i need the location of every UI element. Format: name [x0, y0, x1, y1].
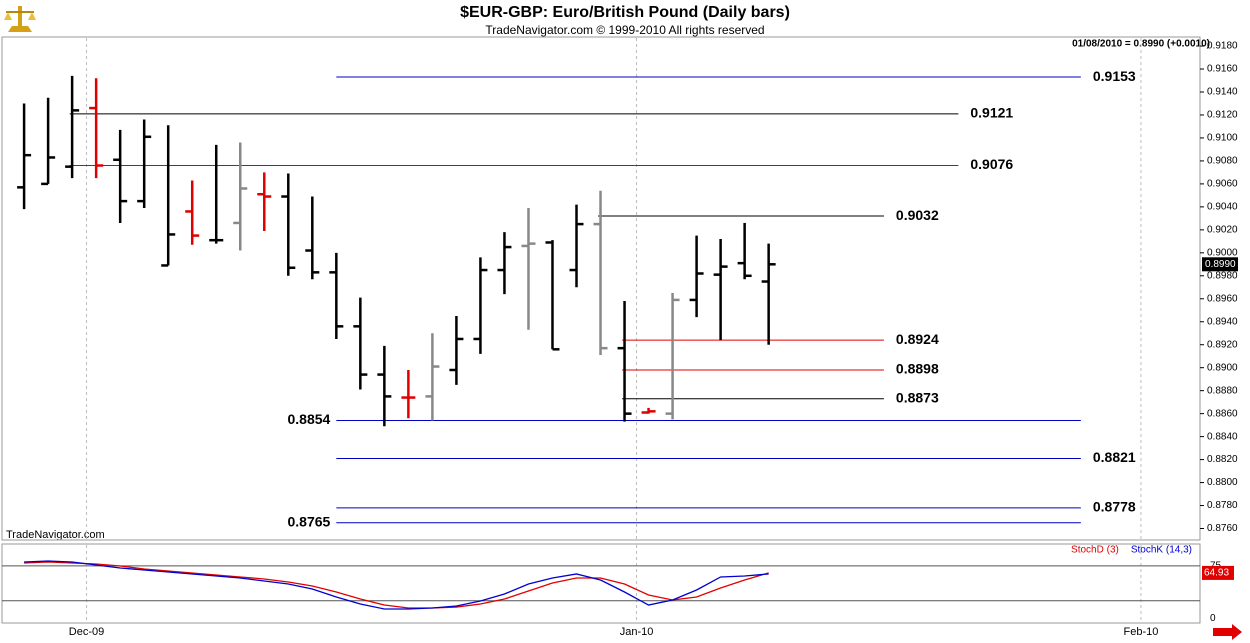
main-panel-frame — [1, 36, 1201, 541]
level-label: 0.8898 — [896, 361, 939, 377]
x-tick-label: Jan-10 — [620, 626, 654, 638]
y-tick-label: 0.9160 — [1207, 64, 1238, 75]
y-tick-label: 0.9040 — [1207, 202, 1238, 213]
level-label: 0.8854 — [287, 411, 330, 427]
level-label: 0.8765 — [287, 513, 330, 529]
stoch-line — [24, 560, 769, 610]
y-tick-label: 0.8760 — [1207, 523, 1238, 534]
y-tick-label: 0.9060 — [1207, 179, 1238, 190]
level-label: 0.9121 — [970, 105, 1013, 121]
last-price-box — [1202, 257, 1238, 272]
y-tick-label: 0.8940 — [1207, 316, 1238, 327]
stoch-panel-frame — [1, 543, 1201, 624]
y-tick-label: 0.9100 — [1207, 133, 1238, 144]
logo — [4, 6, 36, 32]
stoch-line — [24, 561, 769, 609]
chart-subtitle: TradeNavigator.com © 1999-2010 All right… — [485, 23, 764, 37]
y-tick-label: 0.9000 — [1207, 247, 1238, 258]
level-label: 0.9153 — [1093, 68, 1136, 84]
level-label: 0.8821 — [1093, 449, 1136, 465]
y-tick-label: 0.8960 — [1207, 293, 1238, 304]
level-label: 0.9076 — [970, 156, 1013, 172]
last-stoch-box — [1202, 565, 1234, 580]
y-tick-label: 0.8820 — [1207, 454, 1238, 465]
scroll-arrow[interactable] — [1213, 624, 1242, 640]
last-price-label: 0.8990 — [1205, 259, 1236, 270]
level-label: 0.9032 — [896, 207, 939, 223]
legend-entry: StochD (3) — [1071, 545, 1119, 556]
y-tick-label: 0.9020 — [1207, 224, 1238, 235]
y-tick-label: 0.8880 — [1207, 385, 1238, 396]
legend-entry: StochK (14,3) — [1131, 545, 1192, 556]
y-tick-label: 0.8800 — [1207, 477, 1238, 488]
level-label: 0.8924 — [896, 331, 939, 347]
x-tick-label: Dec-09 — [69, 626, 104, 638]
watermark: TradeNavigator.com — [6, 529, 105, 541]
y-tick-label: 0.8980 — [1207, 270, 1238, 281]
chart-title: $EUR-GBP: Euro/British Pound (Daily bars… — [460, 4, 790, 21]
y-tick-label: 0.8900 — [1207, 362, 1238, 373]
y-tick-label: 0.9120 — [1207, 110, 1238, 121]
y-tick-label: 0.9080 — [1207, 156, 1238, 167]
x-tick-label: Feb-10 — [1123, 626, 1158, 638]
level-label: 0.8778 — [1093, 499, 1136, 515]
last-stoch-label: 64.93 — [1204, 568, 1229, 579]
y-tick-label: 0.8860 — [1207, 408, 1238, 419]
stoch-tick-label: 0 — [1210, 613, 1216, 624]
y-tick-label: 0.9140 — [1207, 87, 1238, 98]
y-tick-label: 0.9180 — [1207, 41, 1238, 52]
y-tick-label: 0.8920 — [1207, 339, 1238, 350]
y-tick-label: 0.8780 — [1207, 500, 1238, 511]
level-label: 0.8873 — [896, 389, 939, 405]
y-tick-label: 0.8840 — [1207, 431, 1238, 442]
